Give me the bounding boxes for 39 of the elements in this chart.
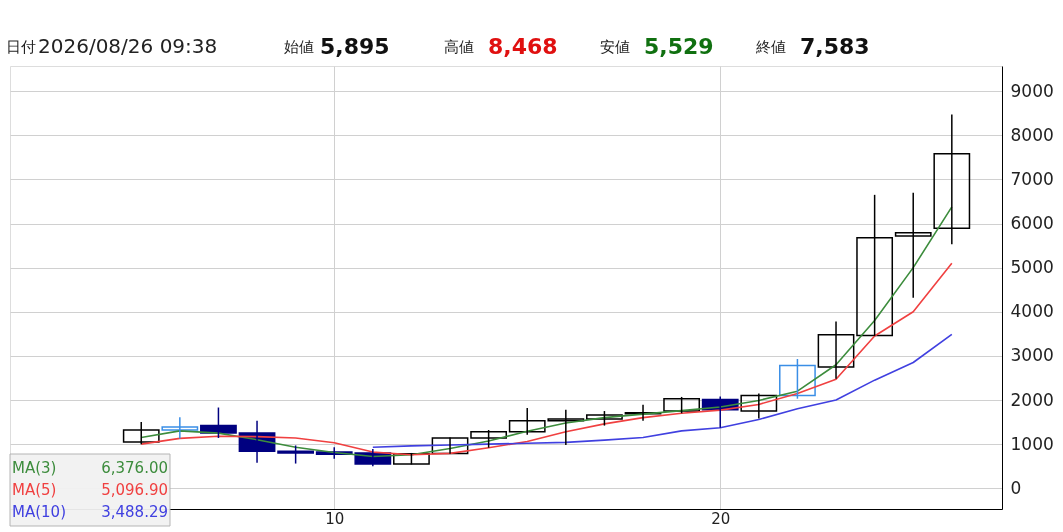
text: 終値 bbox=[755, 38, 786, 56]
y-tick-label: 4000 bbox=[1010, 301, 1054, 322]
text: 高値 bbox=[444, 38, 474, 56]
line-series bbox=[372, 333, 953, 449]
candlestick bbox=[856, 194, 894, 337]
y-tick-label: 9000 bbox=[1010, 80, 1054, 101]
text: 7,583 bbox=[800, 34, 870, 59]
text: MA(10) bbox=[12, 503, 66, 521]
x-tick-label: 10 bbox=[325, 509, 345, 528]
y-tick-label: 1000 bbox=[1010, 433, 1054, 454]
annotation: 5,096.90 bbox=[101, 481, 168, 499]
candlestick bbox=[122, 421, 160, 445]
y-tick-label: 6000 bbox=[1010, 213, 1054, 234]
text: 5,895 bbox=[320, 34, 390, 59]
candlestick bbox=[894, 191, 932, 299]
annotation: 6,376.00 bbox=[101, 459, 168, 477]
candlestick bbox=[933, 113, 971, 246]
annotation: 3,488.29 bbox=[101, 503, 168, 521]
text: MA(3) bbox=[12, 459, 57, 477]
text: 安値 bbox=[600, 38, 630, 56]
text: 8,468 bbox=[488, 34, 558, 59]
text: 5,529 bbox=[644, 34, 714, 59]
candlestick bbox=[624, 404, 662, 422]
y-tick-label: 3000 bbox=[1010, 345, 1054, 366]
text: 2026/08/26 09:38 bbox=[38, 34, 218, 58]
y-tick-label: 8000 bbox=[1010, 124, 1054, 145]
text: 始値 bbox=[284, 38, 314, 56]
y-tick-label: 7000 bbox=[1010, 168, 1054, 189]
candlestick bbox=[277, 444, 315, 465]
text: 日付 bbox=[6, 38, 36, 56]
text: MA(5) bbox=[12, 481, 57, 499]
y-tick-label: 5000 bbox=[1010, 257, 1054, 278]
y-tick-label: 2000 bbox=[1010, 389, 1054, 410]
candlestick bbox=[161, 416, 199, 440]
candlestick bbox=[817, 320, 855, 380]
candlestick bbox=[779, 358, 816, 400]
candlestick bbox=[740, 392, 778, 420]
x-tick-label: 20 bbox=[711, 509, 731, 528]
y-tick-label: 0 bbox=[1010, 477, 1022, 498]
